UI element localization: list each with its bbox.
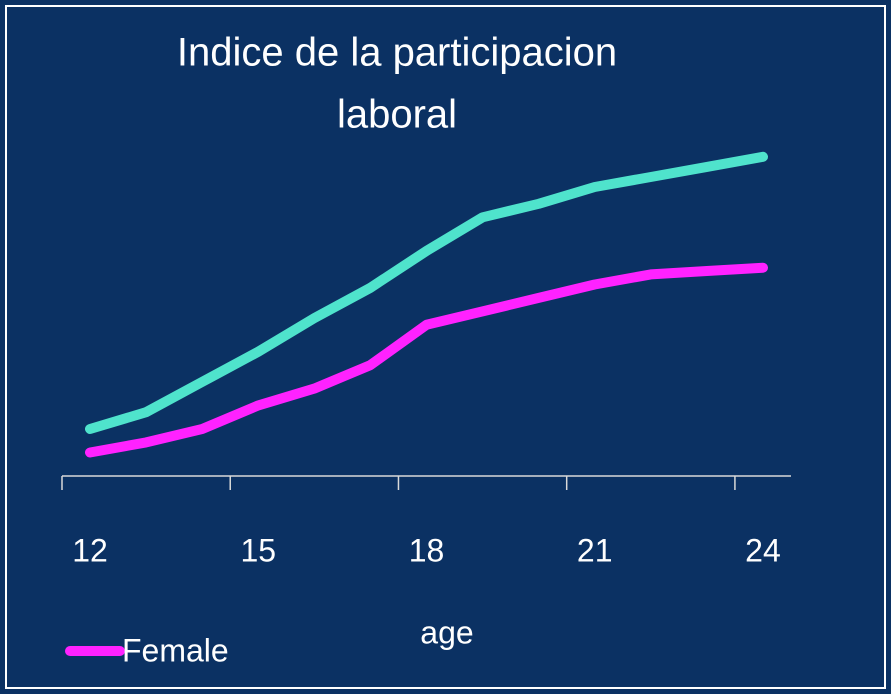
line-series [85,262,768,458]
legend-label: Female [122,632,229,668]
chart-title: Indice de la participacion [177,31,617,75]
x-tick-label: 18 [409,532,445,568]
x-axis-label: age [420,614,473,650]
chart-title: laboral [337,93,457,137]
x-tick-label: 12 [72,532,108,568]
x-tick-label: 24 [745,532,781,568]
line-series [85,151,768,434]
frame [5,5,886,689]
x-tick-label: 15 [240,532,276,568]
x-tick-label: 21 [577,532,613,568]
